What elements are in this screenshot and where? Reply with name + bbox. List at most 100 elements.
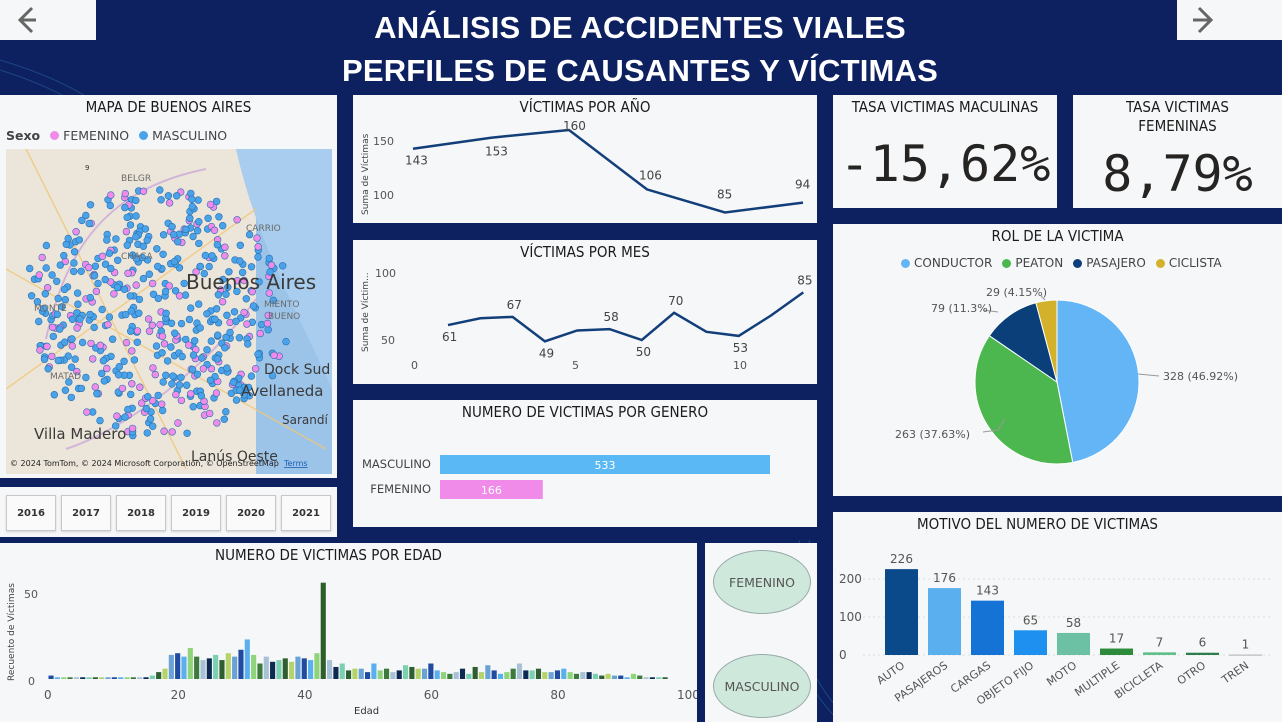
age-bar[interactable] <box>320 582 326 679</box>
age-bar[interactable] <box>225 653 231 679</box>
map-point-male[interactable] <box>101 260 110 268</box>
age-bar[interactable] <box>276 660 282 679</box>
age-bar[interactable] <box>175 653 181 679</box>
motive-bar[interactable] <box>1100 648 1133 655</box>
map-point-male[interactable] <box>211 315 219 323</box>
map-point-female[interactable] <box>156 320 164 329</box>
age-bar[interactable] <box>649 677 655 679</box>
map-point-male[interactable] <box>233 287 241 296</box>
map-point-male[interactable] <box>73 289 82 297</box>
map-point-male[interactable] <box>156 186 164 194</box>
map-point-male[interactable] <box>177 319 186 328</box>
map-point-female[interactable] <box>206 200 215 209</box>
map-point-female[interactable] <box>107 191 115 199</box>
map-point-male[interactable] <box>201 251 210 260</box>
map-point-male[interactable] <box>149 422 157 430</box>
map-point-male[interactable] <box>76 315 84 323</box>
map-point-male[interactable] <box>105 313 114 321</box>
age-bar[interactable] <box>497 673 504 679</box>
map-point-male[interactable] <box>154 294 163 303</box>
map-point-male[interactable] <box>130 356 139 364</box>
map-point-female[interactable] <box>83 408 91 416</box>
age-bar[interactable] <box>206 658 212 679</box>
map-point-male[interactable] <box>240 391 248 399</box>
age-bar[interactable] <box>365 672 371 679</box>
map-point-male[interactable] <box>244 340 252 348</box>
map-point-female[interactable] <box>175 292 184 300</box>
map-point-female[interactable] <box>43 342 51 351</box>
year-button-2016[interactable]: 2016 <box>6 495 56 531</box>
map-point-male[interactable] <box>132 212 140 220</box>
map-point-male[interactable] <box>214 291 223 299</box>
map-legend-male[interactable]: MASCULINO <box>139 128 227 143</box>
age-bar[interactable] <box>491 670 497 679</box>
age-bar[interactable] <box>187 648 193 679</box>
map-point-male[interactable] <box>26 264 34 273</box>
map-point-male[interactable] <box>167 343 175 351</box>
map-legend-female[interactable]: FEMENINO <box>50 128 129 143</box>
map-point-female[interactable] <box>185 341 193 349</box>
map-point-female[interactable] <box>267 261 276 269</box>
map-point-male[interactable] <box>69 267 78 276</box>
gender-bar[interactable] <box>440 480 543 499</box>
map-point-female[interactable] <box>213 419 221 427</box>
map-point-male[interactable] <box>254 350 262 358</box>
map-point-male[interactable] <box>169 230 178 239</box>
map-point-male[interactable] <box>159 231 168 239</box>
age-bar[interactable] <box>162 668 168 679</box>
map-point-male[interactable] <box>158 349 166 357</box>
map-point-female[interactable] <box>144 315 153 323</box>
motive-bar[interactable] <box>1229 654 1262 656</box>
motive-bar[interactable] <box>971 600 1004 655</box>
age-bar[interactable] <box>219 660 225 679</box>
age-bar[interactable] <box>592 673 599 679</box>
map-point-female[interactable] <box>85 263 93 272</box>
map-point-male[interactable] <box>195 300 203 308</box>
age-bar[interactable] <box>440 672 447 679</box>
map-point-male[interactable] <box>236 257 244 265</box>
map-point-male[interactable] <box>174 237 182 246</box>
slicer-female-button[interactable]: FEMENINO <box>713 550 811 614</box>
map-point-female[interactable] <box>124 269 132 278</box>
map-point-female[interactable] <box>92 287 101 296</box>
map-point-female[interactable] <box>168 428 176 436</box>
map-point-male[interactable] <box>200 269 209 278</box>
map-point-female[interactable] <box>221 252 229 260</box>
map-point-male[interactable] <box>93 390 101 398</box>
age-bar[interactable] <box>308 660 314 679</box>
map-point-female[interactable] <box>233 216 241 224</box>
age-bar[interactable] <box>377 670 383 679</box>
map-point-male[interactable] <box>135 309 143 317</box>
map-point-female[interactable] <box>158 332 167 341</box>
map-point-male[interactable] <box>224 283 232 292</box>
map-point-male[interactable] <box>50 391 58 399</box>
age-bar[interactable] <box>428 663 434 679</box>
map-point-female[interactable] <box>36 346 44 354</box>
map-point-male[interactable] <box>188 202 197 211</box>
map-point-male[interactable] <box>229 378 238 387</box>
map-point-female[interactable] <box>73 367 81 376</box>
map-point-male[interactable] <box>183 429 191 437</box>
victim-role-pie[interactable]: 328 (46.92%) 263 (37.63%) 79 (11.3%) 29 (4.… <box>833 224 1282 496</box>
map-point-male[interactable] <box>183 381 191 389</box>
map-point-male[interactable] <box>143 236 151 245</box>
age-bar[interactable] <box>48 675 54 679</box>
map-point-female[interactable] <box>104 320 112 329</box>
map-point-male[interactable] <box>189 232 197 241</box>
age-bar[interactable] <box>586 672 592 679</box>
age-bar[interactable] <box>548 672 554 679</box>
map-point-male[interactable] <box>223 311 231 320</box>
map-point-male[interactable] <box>208 252 216 260</box>
map-point-male[interactable] <box>48 271 56 279</box>
map-point-male[interactable] <box>41 290 49 298</box>
map-point-male[interactable] <box>132 254 141 263</box>
map-point-male[interactable] <box>282 337 290 346</box>
age-bar[interactable] <box>478 672 485 679</box>
year-button-2018[interactable]: 2018 <box>116 495 166 531</box>
age-bar[interactable] <box>535 668 542 679</box>
map-point-male[interactable] <box>195 217 203 226</box>
year-button-2020[interactable]: 2020 <box>226 495 276 531</box>
map-point-female[interactable] <box>133 327 142 335</box>
age-bar[interactable] <box>282 658 288 679</box>
map-point-male[interactable] <box>139 274 148 283</box>
